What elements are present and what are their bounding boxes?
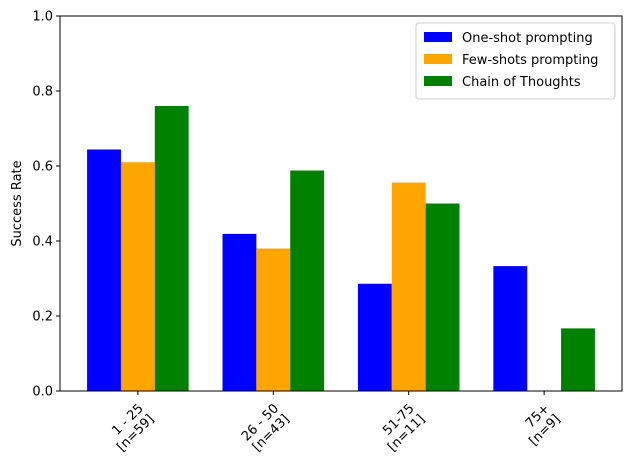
legend-label-1: Few-shots prompting xyxy=(462,53,598,68)
legend-swatch-1 xyxy=(424,54,452,64)
bar-series-1-cat-2 xyxy=(391,182,426,391)
x-tick-label-1: 26 - 50[n=43] xyxy=(239,401,293,455)
x-tick-label-2: 51-75[n=11] xyxy=(380,401,428,455)
y-axis-label: Success Rate xyxy=(10,160,25,246)
legend-label-0: One-shot prompting xyxy=(462,31,593,46)
y-tick-label-3: 0.6 xyxy=(32,160,53,175)
legend: One-shot prompting Few-shots prompting Cha… xyxy=(415,22,616,100)
bar-series-1-cat-1 xyxy=(256,248,291,391)
y-tick-label-1: 0.2 xyxy=(32,310,53,325)
y-tick-label-2: 0.4 xyxy=(32,235,53,250)
legend-swatch-0 xyxy=(424,32,452,42)
x-axis: 1 - 25[n=59] 26 - 50[n=43] 51-75[n=11] 75+[… xyxy=(109,391,564,455)
y-tick-label-5: 1.0 xyxy=(32,10,53,25)
bar-series-2-cat-1 xyxy=(290,170,325,391)
x-tick-label-0: 1 - 25[n=59] xyxy=(109,401,157,455)
bars-group xyxy=(87,106,595,392)
bar-series-2-cat-2 xyxy=(425,203,460,391)
bar-series-2-cat-0 xyxy=(154,106,189,391)
bar-series-1-cat-0 xyxy=(120,162,155,391)
bar-series-0-cat-0 xyxy=(87,149,121,391)
legend-label-2: Chain of Thoughts xyxy=(462,75,581,90)
bar-series-0-cat-3 xyxy=(493,266,528,392)
axes-frame xyxy=(59,15,623,392)
legend-swatch-2 xyxy=(424,76,452,86)
bar-series-0-cat-1 xyxy=(222,233,257,392)
bar-series-2-cat-3 xyxy=(561,328,595,392)
y-axis: 0.0 0.2 0.4 0.6 0.8 1.0 xyxy=(32,10,60,400)
y-tick-label-4: 0.8 xyxy=(32,85,53,100)
y-tick-label-0: 0.0 xyxy=(32,385,53,400)
x-tick-label-3: 75+[n=9] xyxy=(523,401,564,449)
bar-series-0-cat-2 xyxy=(357,283,392,391)
legend-box xyxy=(415,22,616,100)
